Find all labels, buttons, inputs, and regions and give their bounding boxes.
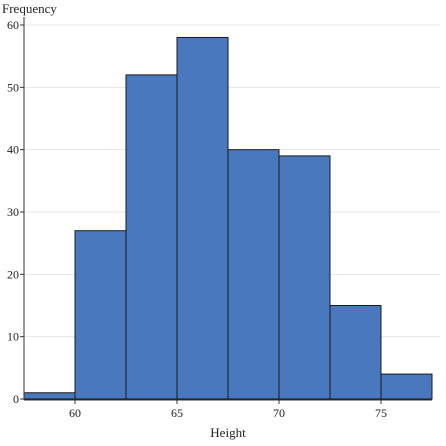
histogram-bar-0: [23, 392, 76, 400]
histogram-bar-4: [227, 149, 280, 400]
x-axis-title: Height: [210, 425, 246, 440]
x-ticks: 60 65 70 75: [69, 400, 387, 420]
y-tick-label-30: 30: [7, 205, 19, 219]
y-tick-label-10: 10: [7, 330, 19, 344]
y-axis-title: Frequency: [2, 1, 57, 16]
histogram-bars: [23, 36, 433, 400]
y-tick-label-50: 50: [7, 80, 19, 94]
x-tick-label-65: 65: [171, 406, 183, 420]
histogram-bar-6: [329, 305, 382, 400]
histogram-bar-1: [74, 230, 127, 400]
histogram-bar-3: [176, 36, 229, 400]
x-tick-label-60: 60: [69, 406, 81, 420]
y-tick-label-40: 40: [7, 143, 19, 157]
y-tick-label-20: 20: [7, 267, 19, 281]
histogram-bar-5: [278, 155, 331, 400]
histogram-bar-2: [125, 74, 178, 400]
y-tick-label-0: 0: [13, 392, 19, 406]
x-tick-label-75: 75: [375, 406, 387, 420]
y-tick-label-60: 60: [7, 18, 19, 32]
y-ticks: 0 10 20 30 40 50 60: [7, 18, 24, 406]
x-tick-label-70: 70: [273, 406, 285, 420]
histogram-bar-7: [380, 373, 433, 400]
